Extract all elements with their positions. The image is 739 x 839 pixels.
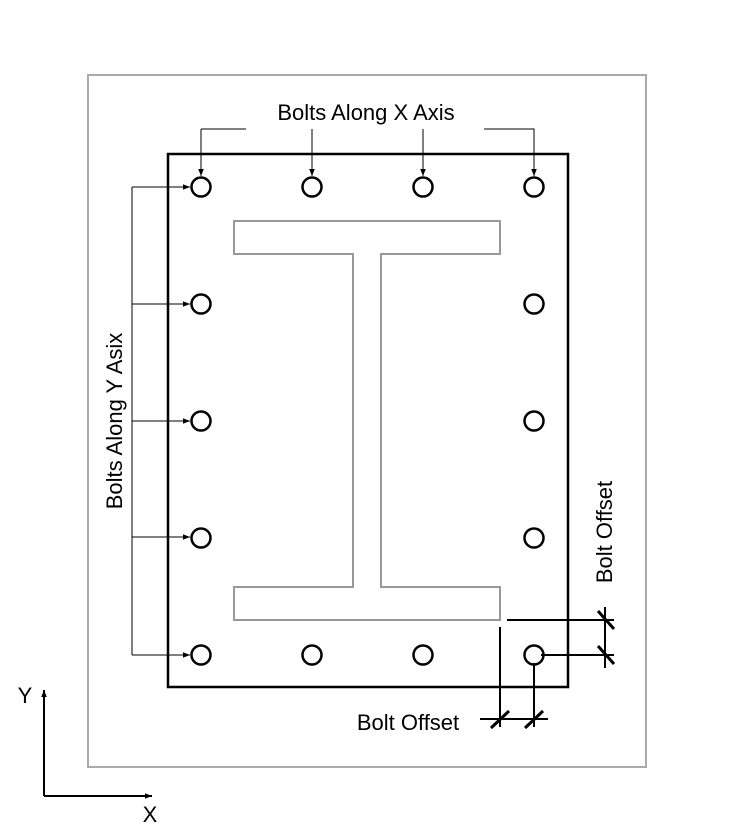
- base-plate: [166, 152, 570, 689]
- y-axis-label: Y: [18, 683, 33, 708]
- bolt-hole: [190, 176, 212, 198]
- bolt-offset-bottom-dimension: [480, 627, 548, 730]
- bolt-offset-right-label: Bolt Offset: [592, 481, 617, 583]
- bolt-hole: [412, 644, 434, 666]
- bolt-hole: [190, 644, 212, 666]
- bolt-hole: [523, 527, 545, 549]
- bolts-y-leader: [131, 184, 190, 658]
- bolt-hole: [301, 176, 323, 198]
- bolt-hole: [523, 410, 545, 432]
- i-beam-section: [233, 220, 501, 621]
- bolt-hole: [412, 176, 434, 198]
- bolt-hole: [190, 527, 212, 549]
- bolt-hole: [523, 644, 545, 666]
- bolt-hole: [190, 410, 212, 432]
- bolts-along-x-label: Bolts Along X Axis: [277, 100, 454, 125]
- bolt-group: [190, 176, 545, 666]
- bolt-hole: [301, 644, 323, 666]
- bolt-offset-bottom-label: Bolt Offset: [357, 710, 459, 735]
- bolt-hole: [523, 176, 545, 198]
- coordinate-axes: [41, 690, 152, 799]
- bolt-hole: [523, 293, 545, 315]
- bolts-x-leader: [198, 128, 537, 176]
- drawing-frame: [87, 74, 647, 768]
- bolts-along-y-label: Bolts Along Y Asix: [102, 333, 127, 510]
- x-axis-label: X: [143, 802, 158, 827]
- bolt-hole: [190, 293, 212, 315]
- bolt-offset-right-dimension: [507, 607, 616, 668]
